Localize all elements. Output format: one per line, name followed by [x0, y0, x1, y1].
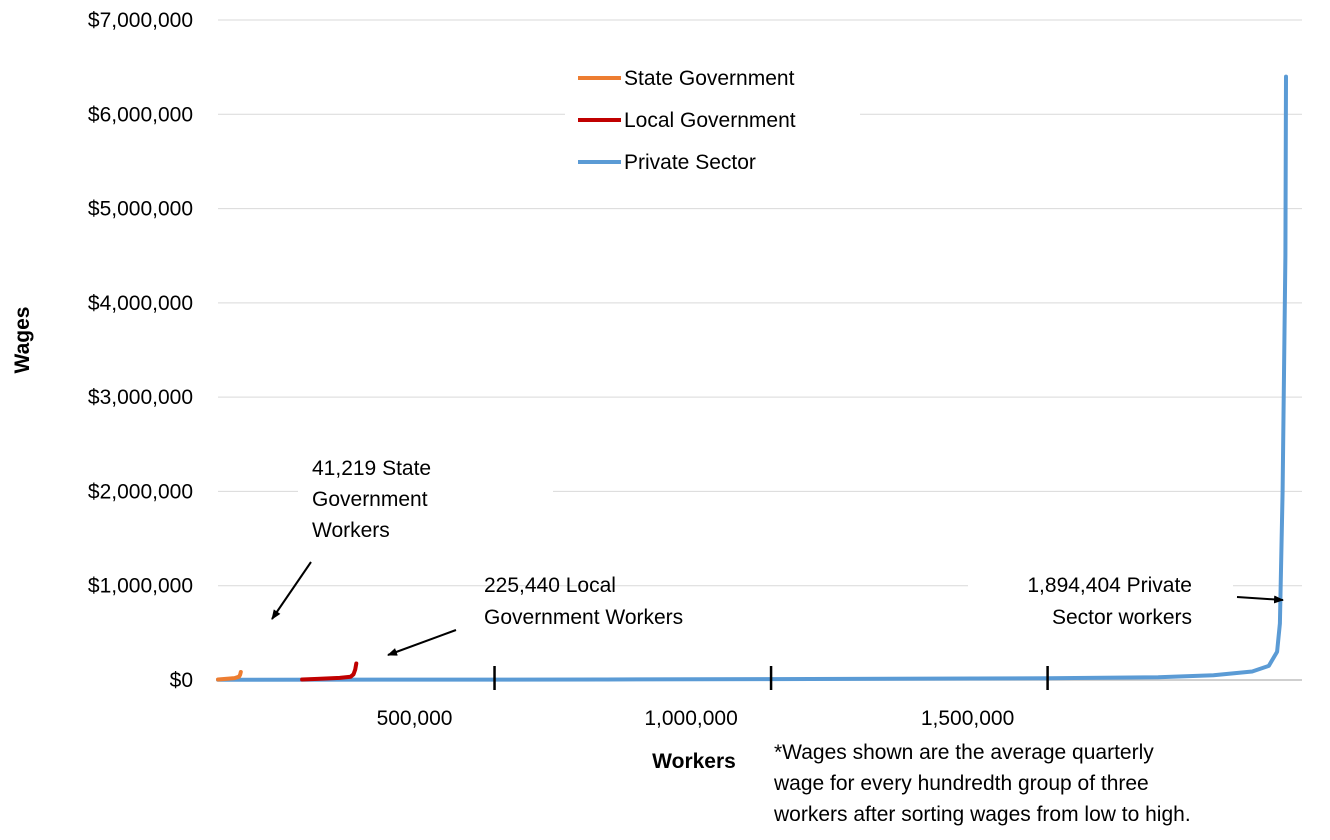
- annotation-local-line-1: 225,440 Local: [484, 574, 616, 597]
- y-tick-label: $2,000,000: [88, 480, 193, 503]
- footnote: *Wages shown are the average quarterly w…: [773, 741, 1191, 826]
- legend-label-state-government: State Government: [624, 67, 795, 90]
- x-axis-ticks: 500,000 1,000,000 1,500,000: [377, 666, 1049, 730]
- y-tick-label: $7,000,000: [88, 9, 193, 32]
- annotation-local-government: 225,440 Local Government Workers: [387, 574, 683, 656]
- legend: State Government Local Government Privat…: [565, 60, 860, 185]
- legend-label-private-sector: Private Sector: [624, 151, 756, 174]
- annotation-state-government: 41,219 State Government Workers: [271, 450, 553, 620]
- annotation-local-line-2: Government Workers: [484, 606, 683, 629]
- y-axis-tick-labels: $0 $1,000,000 $2,000,000 $3,000,000 $4,000,0…: [88, 9, 193, 692]
- annotation-state-arrow: [271, 561, 312, 620]
- annotation-private-line-1: 1,894,404 Private: [1027, 574, 1192, 597]
- legend-background: [565, 60, 860, 185]
- x-tick-label: 1,000,000: [644, 707, 737, 730]
- annotation-state-line-2: Government: [312, 488, 428, 511]
- y-tick-label: $4,000,000: [88, 292, 193, 315]
- annotation-state-background: [298, 450, 553, 550]
- x-axis-title: Workers: [652, 750, 736, 773]
- y-axis-title: Wages: [11, 307, 34, 374]
- footnote-line-2: wage for every hundredth group of three: [773, 772, 1149, 795]
- annotation-private-line-2: Sector workers: [1052, 606, 1192, 629]
- annotation-local-arrow: [387, 629, 457, 656]
- y-tick-label: $1,000,000: [88, 575, 193, 598]
- y-tick-label: $6,000,000: [88, 103, 193, 126]
- y-tick-label: $3,000,000: [88, 386, 193, 409]
- x-tick-label: 500,000: [377, 707, 453, 730]
- annotation-state-line-3: Workers: [312, 519, 390, 542]
- y-tick-label: $0: [170, 669, 193, 692]
- footnote-line-1: *Wages shown are the average quarterly: [774, 741, 1154, 764]
- legend-label-local-government: Local Government: [624, 109, 796, 132]
- y-tick-label: $5,000,000: [88, 198, 193, 221]
- annotation-private-sector: 1,894,404 Private Sector workers: [968, 568, 1284, 638]
- annotation-private-background: [968, 568, 1233, 638]
- annotation-private-arrow: [1236, 595, 1284, 604]
- series-line-local-government: [300, 661, 359, 682]
- footnote-line-3: workers after sorting wages from low to …: [773, 803, 1191, 826]
- series-line-state-government: [216, 670, 243, 682]
- x-tick-label: 1,500,000: [921, 707, 1014, 730]
- annotation-state-line-1: 41,219 State: [312, 457, 431, 480]
